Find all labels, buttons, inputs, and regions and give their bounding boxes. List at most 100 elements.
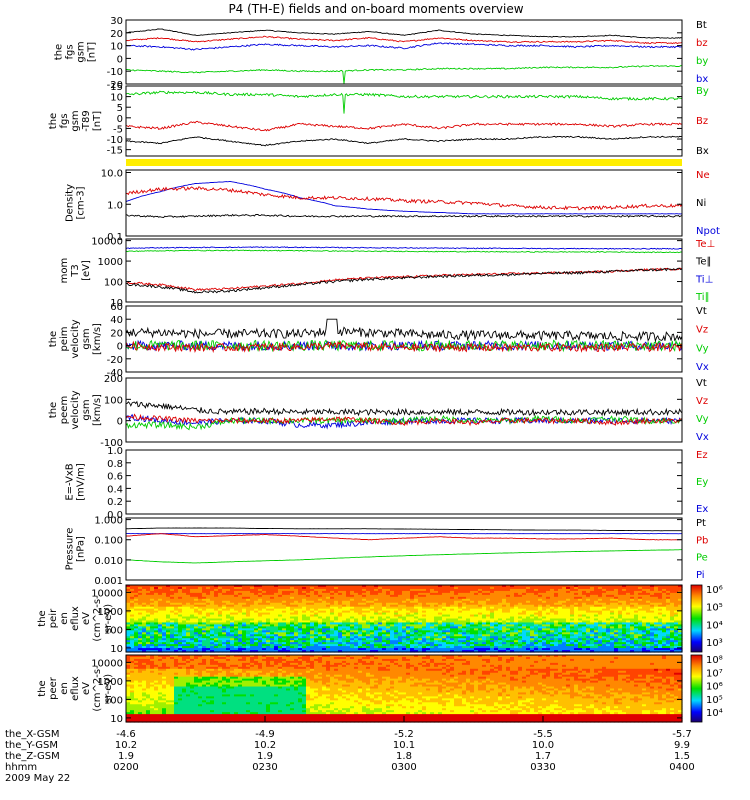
colorbar-label: 10⁴ [706, 708, 723, 719]
colorbar-label: 10³ [706, 638, 723, 649]
y-tick-label: 1000 [98, 257, 123, 268]
y-tick-label: 40 [110, 315, 123, 326]
x-axis-row-label: the_Z-GSM [5, 751, 60, 762]
x-axis-row-label: the_X-GSM [5, 729, 59, 740]
y-tick-label: 1000 [98, 607, 123, 618]
y-axis-label: velocity [70, 390, 81, 429]
legend-entry: Npot [696, 226, 720, 237]
x-axis-value: 10.1 [393, 740, 415, 751]
y-axis-label: T3 [70, 264, 81, 277]
panel-frame [125, 305, 683, 373]
y-tick-label: -20 [107, 355, 123, 366]
y-axis-label: [nPa] [76, 536, 87, 562]
panel-mom-temp: Te⊥ Te∥ Ti⊥ Ti∥ 10000 1000 100 10 mom T3 [eV] [59, 237, 715, 309]
y-axis-label: Pressure [65, 528, 76, 571]
y-axis-label: peer [48, 676, 59, 700]
y-tick-label: -5 [113, 124, 123, 135]
x-axis-value: 0400 [669, 762, 694, 773]
legend-entry: Te∥ [695, 257, 712, 268]
y-tick-label: 200 [104, 374, 123, 385]
series-density-Ni [125, 213, 683, 218]
colorbar-label: 10⁸ [706, 655, 723, 666]
y-tick-label: 0.0 [107, 510, 123, 521]
panel-frame [125, 238, 683, 303]
x-axis-value: -5.2 [394, 729, 414, 740]
legend-entry: Pi [696, 570, 705, 581]
panel-frame [125, 169, 683, 237]
legend-entry: Vt [696, 306, 707, 317]
y-tick-label: 10 [110, 93, 123, 104]
y-axis-label: the [54, 44, 65, 60]
y-axis-label: [cm-3] [76, 186, 87, 219]
y-tick-label: 10 [110, 42, 123, 53]
legend-entry: bx [696, 74, 708, 85]
y-tick-label: 0.6 [107, 472, 123, 483]
y-tick-label: 20 [110, 328, 123, 339]
y-tick-label: -10 [107, 135, 123, 146]
spectrogram-peer-eflux [126, 655, 683, 723]
series-fgs-gsm-Bt [125, 28, 683, 39]
series-mom-temp-Te⊥ [125, 267, 683, 292]
y-tick-label: -100 [100, 438, 123, 449]
series-mom-temp-Te∥ [125, 267, 683, 294]
y-tick-label: 0.001 [94, 576, 123, 587]
y-tick-label: 0 [117, 54, 123, 65]
legend-entry: bz [696, 38, 708, 49]
colorbar-label: 10⁷ [706, 668, 723, 679]
y-axis-label: sr-eV) [103, 604, 114, 633]
y-axis-label: -T89 [81, 110, 92, 132]
legend-fgs-gsm: Bt bz by bx [696, 20, 708, 85]
panel-frame [125, 85, 683, 157]
y-axis-label: [km/s] [92, 394, 103, 426]
y-tick-label: 10000 [91, 237, 123, 248]
y-axis-label: gsm [76, 41, 87, 62]
y-axis-label: (cm^2-s- [92, 595, 103, 642]
x-axis-value: 1.9 [257, 751, 273, 762]
legend-peim-velocity: Vt Vz Vy Vx [696, 306, 709, 373]
panel-frame [125, 377, 683, 443]
y-axis-label: peir [48, 608, 59, 628]
series-peem-velocity-Vt [125, 400, 683, 417]
legend-entry: Ne [696, 170, 710, 181]
x-axis-value: 0200 [113, 762, 138, 773]
y-tick-label: 100 [104, 278, 123, 289]
y-tick-label: 100 [104, 695, 123, 706]
y-axis-label: E=-VxB [65, 463, 76, 500]
y-tick-label: 10000 [91, 658, 123, 669]
y-tick-label: 100 [104, 625, 123, 636]
y-tick-label: 0.100 [94, 536, 123, 547]
series-fgs-gsm-by [126, 65, 683, 85]
y-tick-label: 0.1 [107, 232, 123, 243]
series-density-Ne [125, 186, 683, 211]
y-tick-label: -15 [107, 146, 123, 157]
y-tick-label: 1.0 [107, 200, 123, 211]
colorbar-peer-eflux: 10⁸ 10⁷ 10⁶ 10⁵ 10⁴ [690, 654, 723, 723]
x-axis-value: 10.2 [254, 740, 276, 751]
series-fgs-gsm-bx [125, 42, 683, 51]
legend-entry: by [696, 56, 708, 67]
series-peim-velocity-Vt [125, 318, 683, 343]
panel-density: Ne Ni Npot 10.0 1.0 0.1 Density [cm-3] [65, 169, 720, 243]
colorbar-label: 10⁶ [706, 682, 723, 693]
y-tick-label: 10000 [91, 588, 123, 599]
panel-frame [125, 19, 683, 85]
series-fgs-gsm-bz [125, 35, 683, 45]
y-axis-label: velocity [70, 319, 81, 358]
y-axis-label: (cm^2-s- [92, 665, 103, 712]
y-axis-label: sr-eV) [103, 674, 114, 703]
y-axis-label: en [59, 682, 70, 695]
y-tick-label: -20 [107, 80, 123, 91]
series-fgs-gse-Bz [125, 120, 683, 132]
y-axis-label: the [37, 680, 48, 696]
y-axis-label: the [37, 610, 48, 626]
x-axis-value: 10.0 [532, 740, 554, 751]
legend-entry: Vz [696, 396, 708, 407]
legend-entry: Bz [696, 116, 708, 127]
x-axis-value: 1.9 [118, 751, 134, 762]
x-axis-value: 0230 [252, 762, 277, 773]
legend-entry: Vx [696, 362, 709, 373]
x-axis-value: 1.8 [396, 751, 412, 762]
x-axis-value: -5.7 [672, 729, 692, 740]
